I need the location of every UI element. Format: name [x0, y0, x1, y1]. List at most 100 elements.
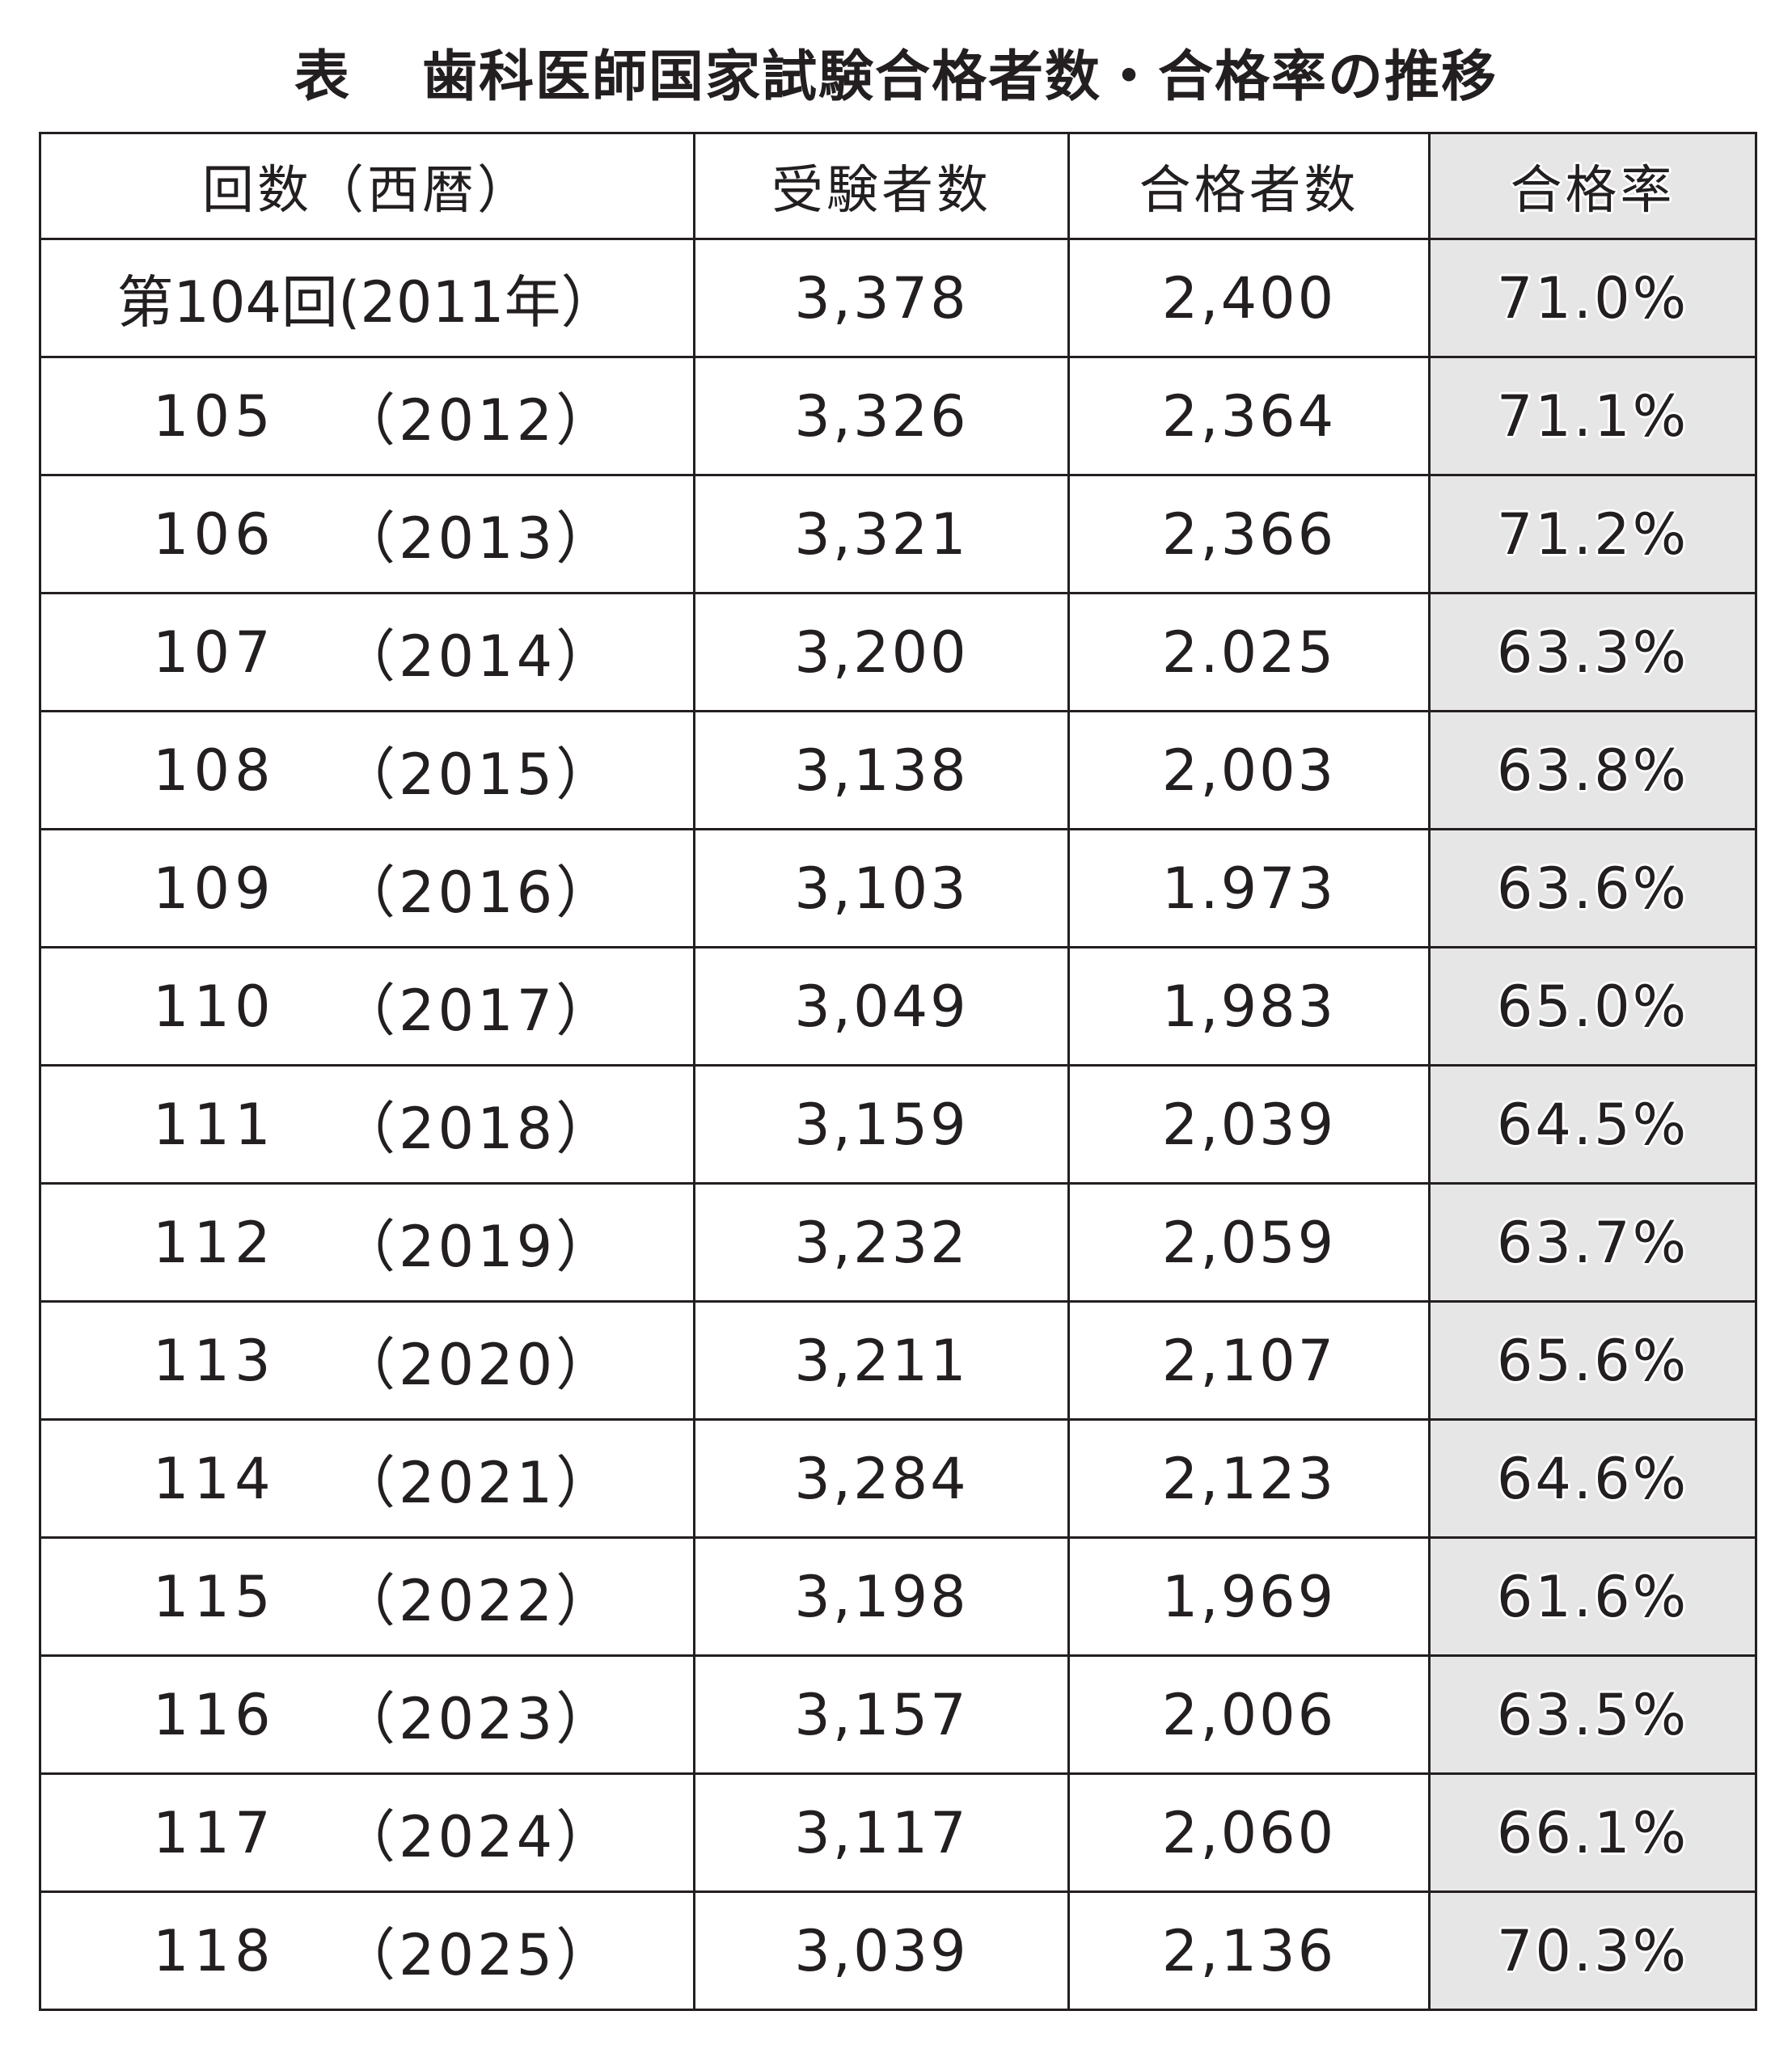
cell-session: 112 （2019）	[39, 1182, 695, 1303]
cell-session: 108 （2015）	[39, 710, 695, 830]
table-title-label: 表	[294, 44, 351, 109]
table-row: 第104回 (2011年） 3,378 2,400 71.0%	[39, 238, 1757, 358]
table-header-row: 回数（西暦） 受験者数 合格者数 合格率	[39, 132, 1757, 240]
cell-session: 113 （2020）	[39, 1300, 695, 1421]
table-title-text: 歯科医師国家試験合格者数・合格率の推移	[422, 44, 1498, 109]
cell-pass-rate: 63.3%	[1428, 592, 1757, 712]
cell-passers: 2,003	[1067, 710, 1431, 830]
cell-pass-rate: 71.0%	[1428, 238, 1757, 358]
session-number: 111	[153, 1091, 276, 1158]
table-row: 116 （2023） 3,157 2,006 63.5%	[39, 1654, 1757, 1775]
cell-examinees: 3,321	[693, 474, 1070, 594]
session-wrapper: 105 （2012）	[43, 360, 692, 473]
cell-passers: 2,364	[1067, 356, 1431, 476]
cell-passers: 2,060	[1067, 1772, 1431, 1893]
table-row: 105 （2012） 3,326 2,364 71.1%	[39, 356, 1757, 476]
cell-pass-rate: 63.6%	[1428, 828, 1757, 948]
session-wrapper: 109 （2016）	[43, 832, 692, 945]
cell-pass-rate: 63.7%	[1428, 1182, 1757, 1303]
cell-session: 第104回 (2011年）	[39, 238, 695, 358]
session-wrapper: 113 （2020）	[43, 1304, 692, 1417]
cell-session: 114 （2021）	[39, 1418, 695, 1539]
session-number: 第104回	[116, 269, 339, 336]
table-row: 118 （2025） 3,039 2,136 70.3%	[39, 1890, 1757, 2011]
session-year: （2021）	[339, 1450, 616, 1516]
session-number: 108	[153, 737, 276, 804]
cell-pass-rate: 66.1%	[1428, 1772, 1757, 1893]
cell-examinees: 3,284	[693, 1418, 1070, 1539]
cell-pass-rate: 70.3%	[1428, 1890, 1757, 2011]
cell-passers: 2,059	[1067, 1182, 1431, 1303]
table-row: 108 （2015） 3,138 2,003 63.8%	[39, 710, 1757, 830]
header-session: 回数（西暦）	[39, 132, 695, 240]
cell-pass-rate: 71.2%	[1428, 474, 1757, 594]
session-year: （2012）	[339, 387, 616, 454]
cell-passers: 2,366	[1067, 474, 1431, 594]
session-wrapper: 114 （2021）	[43, 1422, 692, 1536]
cell-session: 116 （2023）	[39, 1654, 695, 1775]
cell-passers: 2,006	[1067, 1654, 1431, 1775]
session-number: 118	[153, 1917, 276, 1984]
cell-session: 118 （2025）	[39, 1890, 695, 2011]
session-wrapper: 第104回 (2011年）	[43, 242, 692, 355]
session-year: （2019）	[339, 1214, 616, 1280]
cell-passers: 2,400	[1067, 238, 1431, 358]
table-row: 106 （2013） 3,321 2,366 71.2%	[39, 474, 1757, 594]
table-row: 107 （2014） 3,200 2.025 63.3%	[39, 592, 1757, 712]
cell-examinees: 3,157	[693, 1654, 1070, 1775]
cell-examinees: 3,326	[693, 356, 1070, 476]
session-wrapper: 108 （2015）	[43, 714, 692, 827]
session-year: （2014）	[339, 623, 616, 690]
cell-session: 115 （2022）	[39, 1536, 695, 1657]
cell-examinees: 3,049	[693, 946, 1070, 1067]
session-year: （2017）	[339, 978, 616, 1044]
cell-session: 105 （2012）	[39, 356, 695, 476]
session-number: 117	[153, 1799, 276, 1866]
cell-pass-rate: 61.6%	[1428, 1536, 1757, 1657]
cell-examinees: 3,198	[693, 1536, 1070, 1657]
session-wrapper: 117 （2024）	[43, 1776, 692, 1890]
cell-session: 107 （2014）	[39, 592, 695, 712]
session-year: （2013）	[339, 505, 616, 572]
session-wrapper: 106 （2013）	[43, 478, 692, 591]
cell-session: 110 （2017）	[39, 946, 695, 1067]
table-row: 111 （2018） 3,159 2,039 64.5%	[39, 1064, 1757, 1185]
header-passers: 合格者数	[1067, 132, 1431, 240]
cell-session: 106 （2013）	[39, 474, 695, 594]
session-number: 116	[153, 1681, 276, 1748]
session-year: (2011年）	[338, 269, 618, 336]
cell-passers: 1.973	[1067, 828, 1431, 948]
session-year: （2015）	[339, 741, 616, 808]
session-year: （2020）	[339, 1332, 616, 1398]
table-row: 113 （2020） 3,211 2,107 65.6%	[39, 1300, 1757, 1421]
session-year: （2022）	[339, 1568, 616, 1634]
cell-pass-rate: 63.8%	[1428, 710, 1757, 830]
cell-pass-rate: 64.6%	[1428, 1418, 1757, 1539]
table-row: 112 （2019） 3,232 2,059 63.7%	[39, 1182, 1757, 1303]
session-number: 109	[153, 855, 276, 922]
session-number: 107	[153, 619, 276, 686]
cell-passers: 1,969	[1067, 1536, 1431, 1657]
cell-examinees: 3,200	[693, 592, 1070, 712]
session-number: 106	[153, 501, 276, 568]
session-number: 105	[153, 382, 276, 450]
session-number: 110	[153, 973, 276, 1040]
table-row: 117 （2024） 3,117 2,060 66.1%	[39, 1772, 1757, 1893]
table-body: 第104回 (2011年） 3,378 2,400 71.0% 105 （2012） 3,32…	[39, 238, 1757, 2011]
session-wrapper: 112 （2019）	[43, 1186, 692, 1299]
cell-examinees: 3,378	[693, 238, 1070, 358]
session-year: （2025）	[339, 1922, 616, 1988]
cell-examinees: 3,103	[693, 828, 1070, 948]
exam-results-table: 回数（西暦） 受験者数 合格者数 合格率 第104回 (2011年） 3,378 2,…	[39, 132, 1757, 2011]
session-wrapper: 116 （2023）	[43, 1658, 692, 1772]
cell-examinees: 3,232	[693, 1182, 1070, 1303]
header-pass-rate: 合格率	[1428, 132, 1757, 240]
cell-passers: 2,107	[1067, 1300, 1431, 1421]
session-wrapper: 118 （2025）	[43, 1895, 692, 2008]
session-year: （2016）	[339, 860, 616, 926]
table-row: 114 （2021） 3,284 2,123 64.6%	[39, 1418, 1757, 1539]
session-wrapper: 115 （2022）	[43, 1540, 692, 1654]
session-number: 114	[153, 1445, 276, 1512]
cell-passers: 1,983	[1067, 946, 1431, 1067]
cell-pass-rate: 71.1%	[1428, 356, 1757, 476]
